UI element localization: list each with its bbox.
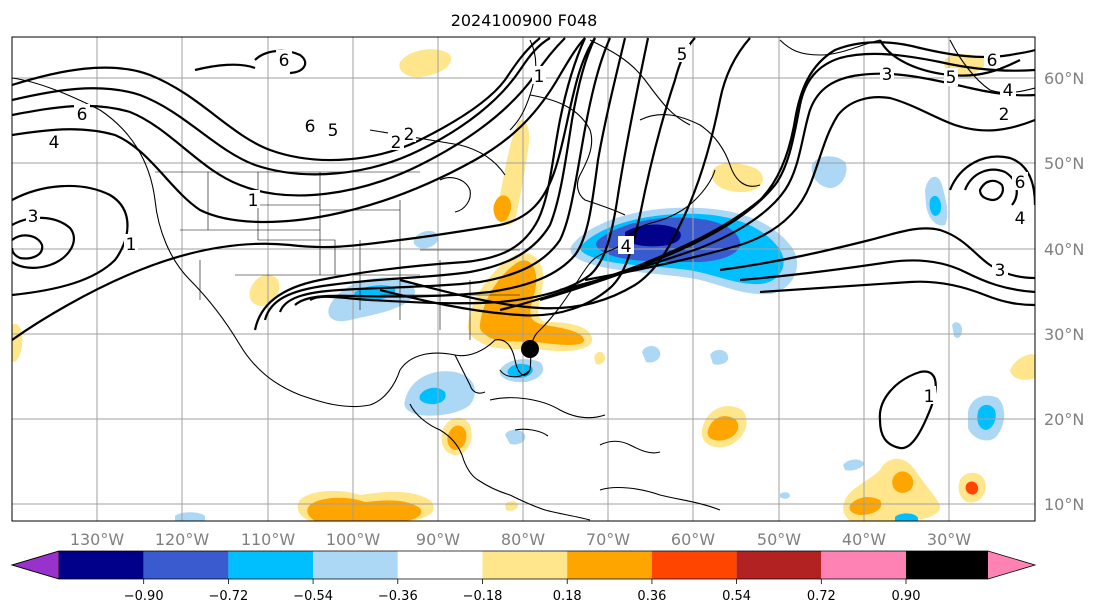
positive-anomaly-east-atlantic-core [849,497,882,515]
height-contours [12,37,1035,450]
contour-label: 1 [126,235,137,255]
contour-labels: 6 6 5 5 4 1 1 2 2 3 6 6 4 5 [26,44,1028,407]
colorbar-labels: −0.90 −0.72 −0.54 −0.36 −0.18 0.18 0.36 … [124,589,921,604]
negative-anomaly-e-atl-core [977,404,996,430]
colorbar-segment [482,551,568,579]
colorbar-segment [143,551,229,579]
contour-label: 6 [77,105,88,125]
contour-label: 3 [28,207,39,227]
colorbar-extend-right-tip [988,551,1035,579]
positive-anomaly-far-east-core [965,481,979,495]
lon-tick-label: 80°W [501,530,545,549]
negative-anomaly-caribbean [505,429,526,445]
contour-label: 6 [1015,173,1026,193]
contour-label: 1 [924,387,935,407]
colorbar-label: 0.18 [553,589,582,604]
colorbar-segment [651,551,737,579]
lon-tick-label: 130°W [70,530,125,549]
colorbar-ticks [143,579,907,584]
lon-tick-label: 30°W [927,530,971,549]
colorbar-segment [397,551,483,579]
colorbar-label: 0.36 [637,589,666,604]
positive-anomaly-central-atlantic [594,351,606,365]
storm-center-marker [521,340,539,358]
colorbar-segment [228,551,314,579]
colorbar-outline [10,550,1037,580]
lat-tick-label: 10°N [1044,495,1084,514]
colorbar-extend-left [10,550,60,580]
colorbar-label: 0.90 [892,589,921,604]
negative-anomaly-max [625,224,681,247]
negative-anomaly-labrador [811,156,847,188]
contour-label: 4 [49,133,60,153]
contour-label: 5 [328,121,339,141]
positive-anomaly-medium-se [479,260,585,345]
lon-tick-labels: 130°W 120°W 110°W 100°W 90°W 80°W 70°W 6… [70,530,971,549]
negative-anomaly-greenland-core [929,195,942,216]
negative-anomaly-small-4 [780,492,790,499]
negative-anomaly-subtropics [843,459,864,471]
colorbar-label: −0.90 [124,589,164,604]
contour-label: 2 [404,125,415,145]
lat-tick-label: 30°N [1044,325,1084,344]
lat-tick-label: 50°N [1044,154,1084,173]
negative-anomaly-small-1 [895,513,918,521]
colorbar-segment [821,551,906,579]
map-frame [11,36,1036,522]
lon-tick-label: 120°W [155,530,210,549]
contour-label: 5 [946,68,957,88]
map-panel: 6 6 5 5 4 1 1 2 2 3 6 6 4 5 [12,37,1035,521]
contour-label: 2 [391,133,402,153]
contour-label: 1 [534,67,545,87]
lat-tick-labels: 60°N 50°N 40°N 30°N 20°N 10°N [1044,69,1084,514]
colorbar-label: 0.72 [807,589,836,604]
colorbar-label: −0.72 [208,589,248,604]
lon-tick-label: 90°W [416,530,460,549]
lat-tick-label: 20°N [1044,410,1084,429]
negative-anomaly-atlantic-2 [710,349,729,365]
positive-anomaly-medium-lakes [493,195,512,222]
contour-label: 4 [1015,209,1026,229]
colorbar-label: −0.36 [378,589,418,604]
colorbar-segment [313,551,398,579]
colorbar-segment [59,551,144,579]
contour-label: 4 [1003,81,1014,101]
positive-anomaly-newfoundland [711,163,763,193]
lat-tick-label: 60°N [1044,69,1084,88]
colorbar: −0.90 −0.72 −0.54 −0.36 −0.18 0.18 0.36 … [10,550,1037,604]
contour-label: 1 [248,191,259,211]
colorbar-label: 0.54 [722,589,751,604]
colorbar-label: −0.54 [293,589,333,604]
positive-anomaly-yucatan-core [447,425,467,450]
positive-anomaly-mexico [249,274,280,306]
lon-tick-label: 70°W [586,530,630,549]
lon-tick-label: 100°W [326,530,381,549]
colorbar-label: −0.18 [463,589,503,604]
contour-label: 6 [987,51,998,71]
lon-tick-label: 60°W [671,530,715,549]
map-title: 2024100900 F048 [451,11,598,30]
contour-label: 6 [279,51,290,71]
contour-label: 4 [621,237,632,257]
colorbar-segment [906,551,988,579]
lon-tick-label: 110°W [241,530,296,549]
contour-label: 3 [995,261,1006,281]
contour-label: 2 [999,105,1010,125]
colorbar-segment [736,551,822,579]
contour-label: 5 [677,45,688,65]
lon-tick-label: 40°W [842,530,886,549]
lat-tick-label: 40°N [1044,240,1084,259]
contour-label: 6 [305,117,316,137]
positive-anomaly-atlantic-core [707,416,739,441]
positive-anomaly-east-edge [1010,354,1035,380]
negative-anomaly-gulf-core [419,387,446,405]
negative-anomaly-atlantic-1 [642,346,661,363]
colorbar-segment [567,551,652,579]
positive-anomaly-east-atlantic-core2 [892,471,914,493]
contour-label: 3 [882,65,893,85]
lon-tick-label: 50°W [757,530,801,549]
